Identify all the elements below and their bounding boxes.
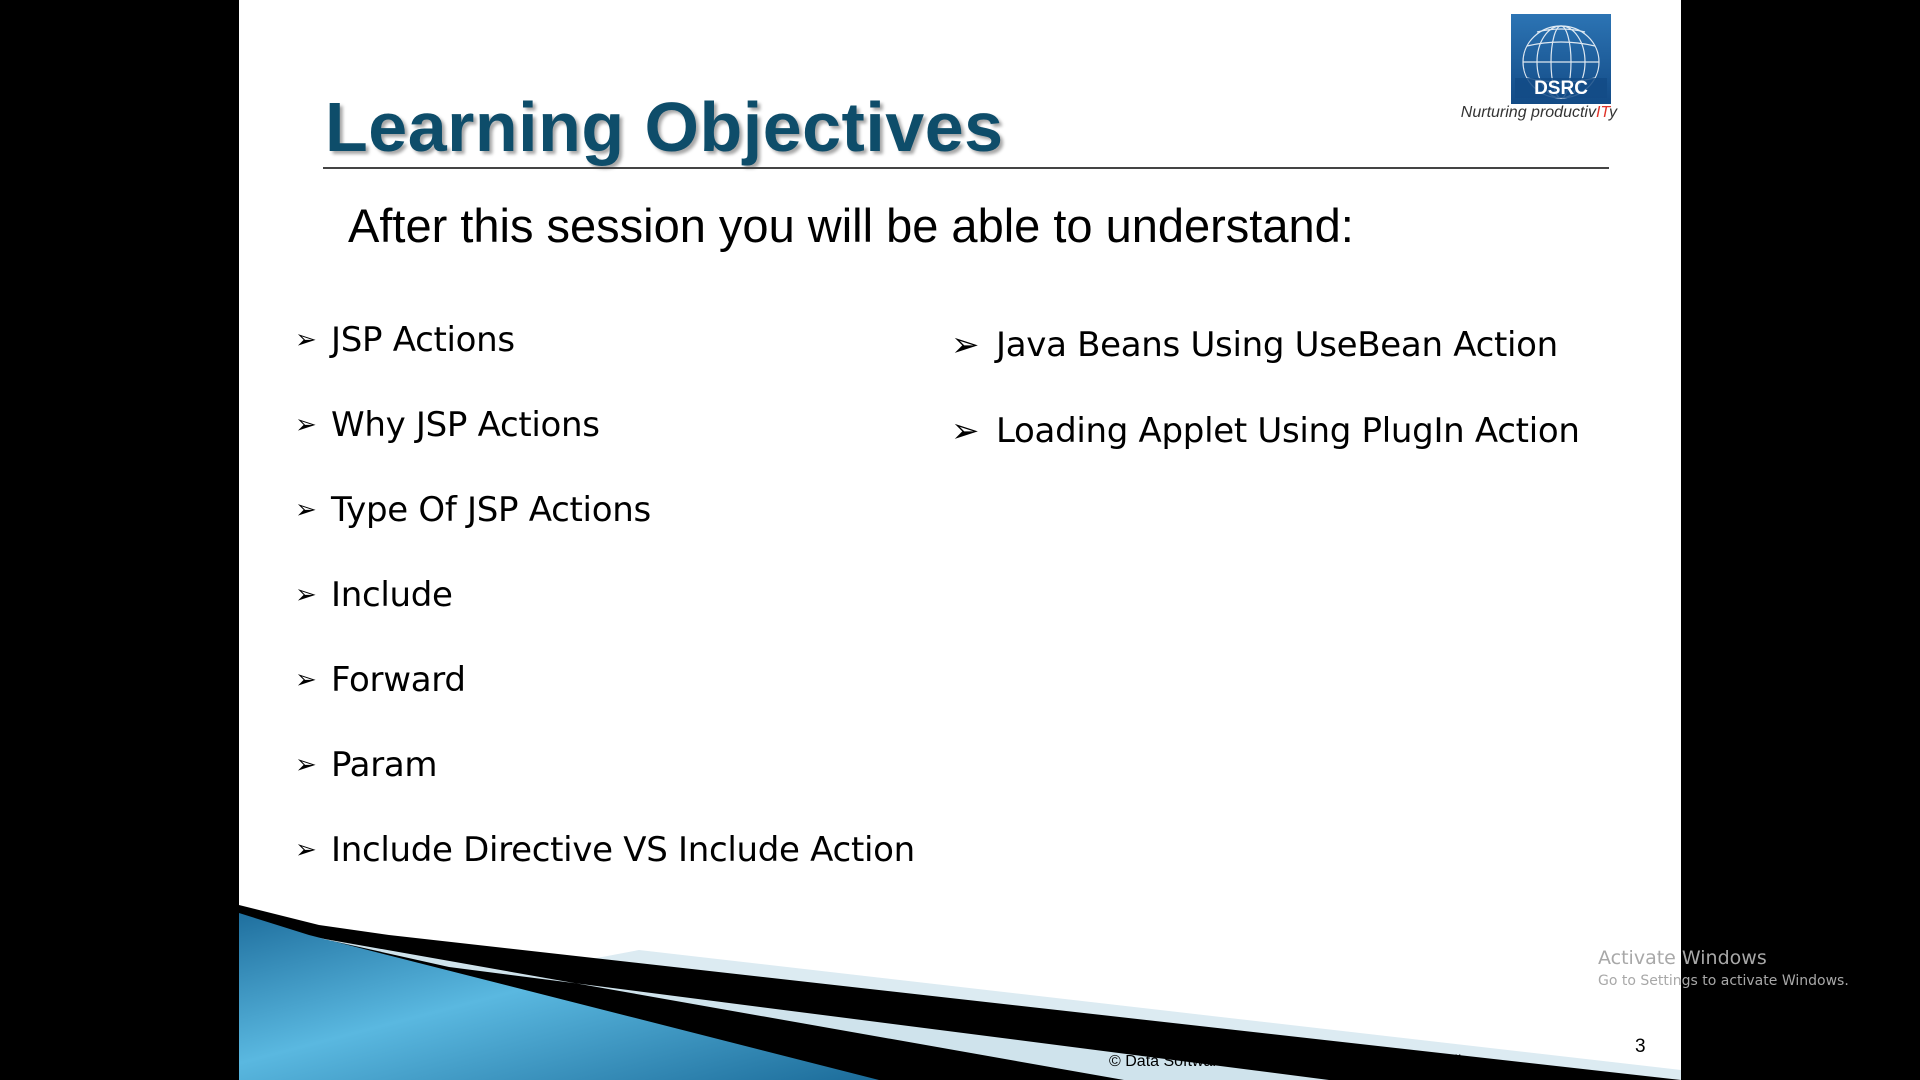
list-item: ➢ Why JSP Actions bbox=[295, 382, 915, 467]
objectives-list-right: ➢ Java Beans Using UseBean Action ➢ Loadin… bbox=[951, 302, 1580, 474]
arrow-bullet-icon: ➢ bbox=[951, 325, 980, 365]
list-item: ➢ Type Of JSP Actions bbox=[295, 467, 915, 552]
tagline-suffix: y bbox=[1609, 104, 1617, 121]
objectives-list-left: ➢ JSP Actions ➢ Why JSP Actions ➢ Type Of J… bbox=[295, 297, 915, 892]
objective-text: Type Of JSP Actions bbox=[331, 489, 651, 530]
watermark-title: Activate Windows bbox=[1598, 947, 1767, 969]
slide-subtitle: After this session you will be able to u… bbox=[348, 199, 1354, 252]
arrow-bullet-icon: ➢ bbox=[951, 411, 980, 451]
page-number: 3 bbox=[1635, 1036, 1646, 1057]
objective-text: JSP Actions bbox=[331, 319, 515, 360]
arrow-bullet-icon: ➢ bbox=[295, 494, 317, 525]
arrow-bullet-icon: ➢ bbox=[295, 324, 317, 355]
watermark-subtitle: Go to Settings to activate Windows. bbox=[1598, 973, 1849, 989]
list-item: ➢ Forward bbox=[295, 637, 915, 722]
slide-title: Learning Objectives bbox=[325, 88, 1004, 166]
activation-watermark: Activate Windows Go to Settings to activ… bbox=[1598, 946, 1849, 992]
list-item: ➢ Java Beans Using UseBean Action bbox=[951, 302, 1580, 388]
dsrc-logo: DSRC bbox=[1511, 14, 1611, 104]
list-item: ➢ Include Directive VS Include Action bbox=[295, 807, 915, 892]
list-item: ➢ JSP Actions bbox=[295, 297, 915, 382]
objective-text: Param bbox=[331, 744, 438, 785]
objective-text: Include Directive VS Include Action bbox=[331, 829, 915, 870]
title-underline bbox=[323, 167, 1609, 169]
arrow-bullet-icon: ➢ bbox=[295, 579, 317, 610]
tagline-prefix: Nurturing productiv bbox=[1460, 104, 1596, 121]
arrow-bullet-icon: ➢ bbox=[295, 409, 317, 440]
logo-tagline: Nurturing productivITy bbox=[1447, 104, 1617, 122]
arrow-bullet-icon: ➢ bbox=[295, 749, 317, 780]
objective-text: Why JSP Actions bbox=[331, 404, 600, 445]
tagline-accent: IT bbox=[1595, 104, 1609, 121]
list-item: ➢ Include bbox=[295, 552, 915, 637]
arrow-bullet-icon: ➢ bbox=[295, 664, 317, 695]
objective-text: Loading Applet Using PlugIn Action bbox=[996, 411, 1580, 451]
logo-text: DSRC bbox=[1534, 78, 1588, 99]
objective-text: Java Beans Using UseBean Action bbox=[996, 325, 1558, 365]
objective-text: Include bbox=[331, 574, 453, 615]
arrow-bullet-icon: ➢ bbox=[295, 834, 317, 865]
slide: Learning Objectives DSRC Nurt bbox=[239, 0, 1681, 1080]
list-item: ➢ Loading Applet Using PlugIn Action bbox=[951, 388, 1580, 474]
decorative-swoosh bbox=[239, 905, 1681, 1080]
objective-text: Forward bbox=[331, 659, 466, 700]
footer-copyright: © Data Software Research Company Pvt Ltd… bbox=[1109, 1053, 1471, 1070]
list-item: ➢ Param bbox=[295, 722, 915, 807]
